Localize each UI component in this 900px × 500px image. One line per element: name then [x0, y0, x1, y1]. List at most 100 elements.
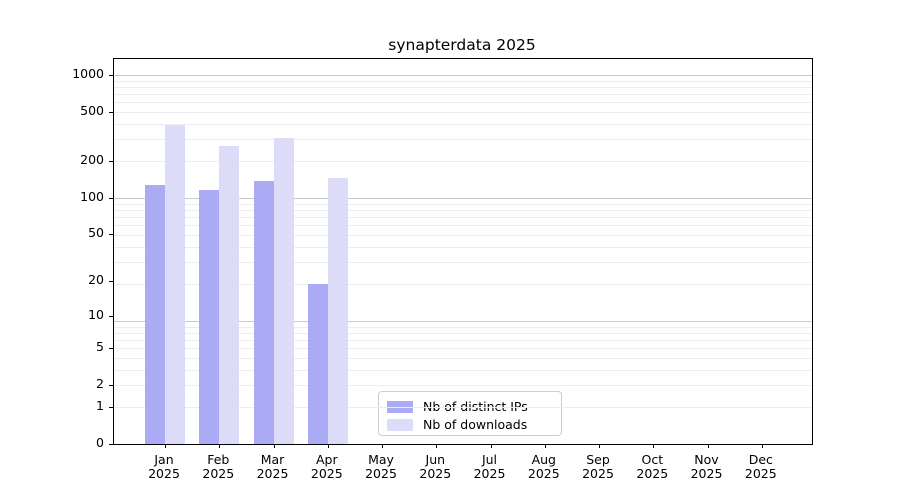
x-tick-label-apr: Apr 2025	[295, 453, 359, 481]
gridline-minor	[114, 348, 812, 350]
x-axis-tick	[273, 444, 275, 448]
y-tick-label: 10	[88, 306, 104, 322]
gridline-minor	[114, 262, 812, 264]
gridline-minor	[114, 80, 812, 82]
y-tick-label: 100	[80, 188, 104, 204]
month-label: Jan	[154, 452, 174, 467]
gridline-minor	[114, 87, 812, 88]
gridline-minor	[114, 385, 812, 387]
x-tick-label-may: May 2025	[349, 453, 413, 481]
legend-row-distinct-ips: Nb of distinct IPs	[387, 398, 553, 415]
x-tick-label-jun: Jun 2025	[403, 453, 467, 481]
gridline-major	[114, 321, 812, 322]
gridline-minor	[114, 340, 812, 342]
x-axis-tick	[327, 444, 329, 448]
gridline-minor	[114, 161, 812, 162]
y-axis-tick	[109, 407, 113, 408]
gridline-minor	[114, 112, 812, 114]
x-tick-label-oct: Oct 2025	[620, 453, 684, 481]
gridline-minor	[114, 247, 812, 248]
y-tick-label: 200	[80, 151, 104, 167]
gridline-minor	[114, 225, 812, 227]
y-tick-label: 500	[80, 103, 104, 118]
y-tick-label: 50	[88, 225, 104, 240]
chart-title: synapterdata 2025	[388, 36, 536, 54]
gridline-minor	[114, 326, 812, 328]
year-label: 2025	[365, 466, 397, 481]
year-label: 2025	[473, 466, 506, 481]
gridline-minor	[114, 94, 812, 96]
gridline-major	[114, 75, 812, 77]
y-axis-tick	[109, 160, 113, 162]
y-tick-label: 1	[96, 398, 104, 413]
year-label: 2025	[636, 466, 669, 481]
x-axis-tick	[761, 444, 763, 448]
month-label: Mar	[260, 452, 285, 467]
x-axis-tick	[544, 444, 546, 448]
gridline-minor	[114, 203, 812, 205]
x-axis-tick	[165, 444, 166, 448]
gridline-minor	[114, 210, 812, 211]
y-tick-label: 2	[96, 376, 104, 392]
year-label: 2025	[202, 466, 235, 481]
bar-downloads-jan	[165, 124, 185, 444]
x-axis-tick	[436, 444, 438, 448]
y-axis-tick	[109, 444, 113, 445]
y-axis-tick	[109, 315, 113, 317]
x-tick-label-dec: Dec 2025	[729, 453, 793, 481]
month-label: Nov	[694, 452, 719, 467]
legend-label: Nb of distinct IPs	[423, 399, 528, 414]
y-axis-tick	[109, 281, 113, 283]
year-label: 2025	[690, 466, 723, 481]
legend-swatch	[387, 400, 413, 413]
gridline-minor	[114, 124, 812, 125]
year-label: 2025	[256, 466, 289, 481]
y-tick-label: 1000	[72, 66, 104, 81]
bar-distinct-ips-mar	[253, 180, 274, 444]
x-axis-tick	[490, 444, 492, 448]
x-tick-label-sep: Sep 2025	[566, 453, 630, 481]
year-label: 2025	[744, 466, 777, 481]
legend-label: Nb of downloads	[423, 417, 528, 432]
month-label: Jul	[481, 452, 498, 467]
gridline-minor	[114, 358, 812, 359]
y-axis-tick	[109, 234, 113, 235]
x-axis-tick	[219, 444, 221, 448]
bar-downloads-feb	[219, 146, 240, 444]
year-label: 2025	[582, 466, 614, 481]
x-tick-label-jul: Jul 2025	[458, 453, 522, 481]
month-label: Feb	[207, 452, 230, 467]
x-tick-label-aug: Aug 2025	[512, 453, 576, 481]
x-axis-tick	[599, 444, 600, 448]
y-tick-label: 5	[96, 339, 104, 355]
month-label: Oct	[641, 452, 664, 467]
month-label: Aug	[531, 452, 556, 467]
gridline-minor	[114, 370, 812, 371]
gridline-minor	[114, 139, 812, 141]
gridline-minor	[114, 235, 812, 237]
bar-distinct-ips-jan	[145, 185, 165, 444]
bar-downloads-mar	[273, 138, 294, 444]
legend-swatch	[387, 418, 413, 431]
year-label: 2025	[148, 466, 180, 481]
bar-downloads-apr	[327, 177, 348, 444]
gridline-minor	[114, 332, 812, 334]
gridline-minor	[114, 102, 812, 104]
y-axis-tick	[109, 75, 113, 76]
y-axis-tick	[109, 385, 113, 387]
gridline-major	[114, 198, 812, 199]
month-label: May	[368, 452, 394, 467]
plot-area: Nb of distinct IPs Nb of downloads	[109, 58, 813, 448]
x-axis-tick	[707, 444, 709, 448]
x-axis-tick	[382, 444, 383, 448]
legend: Nb of distinct IPs Nb of downloads	[378, 391, 562, 436]
month-label: Sep	[586, 452, 610, 467]
gridline-minor	[114, 217, 812, 219]
gridline-minor	[114, 407, 812, 408]
y-axis-tick	[109, 348, 113, 350]
bar-distinct-ips-feb	[199, 190, 220, 444]
y-tick-label: 20	[88, 272, 104, 288]
month-label: Apr	[315, 452, 338, 467]
y-axis-tick	[109, 197, 113, 199]
